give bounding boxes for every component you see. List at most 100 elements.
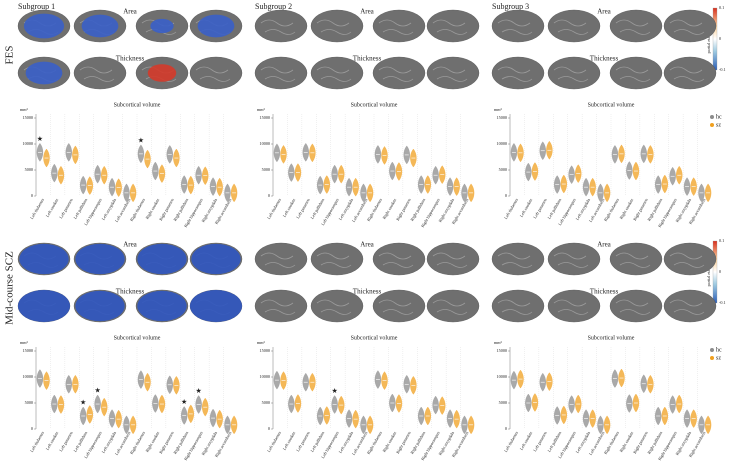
x-tick-label: Left putamen <box>295 430 311 453</box>
y-tick-label: 0 <box>268 193 270 198</box>
brain-map <box>254 9 308 43</box>
y-tick-label: 10000 <box>260 374 270 379</box>
brain-sulci <box>316 66 352 82</box>
brain-map <box>491 289 545 323</box>
brain-sulci <box>553 19 589 35</box>
subgroup-title: Subgroup 3 <box>492 2 529 11</box>
brain-sulci <box>615 19 651 35</box>
x-tick-label: Left caudate <box>282 430 297 451</box>
brain <box>609 242 663 276</box>
brain <box>254 242 308 276</box>
x-tick-label: Left caudate <box>282 197 297 218</box>
brain-map <box>135 9 189 43</box>
brain-map <box>254 289 308 323</box>
legend-swatch <box>710 348 714 352</box>
brain-sulci <box>669 299 705 315</box>
brain-sulci <box>553 299 589 315</box>
colorbar-gradient <box>712 7 718 71</box>
brain-sulci <box>378 66 414 82</box>
x-tick-label: Left putamen <box>295 197 311 220</box>
brain <box>547 56 601 90</box>
brain-map <box>189 9 243 43</box>
brain <box>491 242 545 276</box>
legend-label: sz <box>716 355 721 361</box>
brain-map <box>426 56 480 90</box>
brain <box>547 242 601 276</box>
map-label: Area <box>123 8 137 16</box>
x-tick-label: Right caudate <box>144 430 160 453</box>
x-tick-label: Right caudate <box>618 197 634 220</box>
row-label: FES <box>4 46 16 65</box>
brain-overlay <box>137 290 187 322</box>
significance-star: ★ <box>331 387 337 395</box>
brain <box>73 56 127 90</box>
x-tick-label: Right caudate <box>144 197 160 220</box>
brain-map <box>372 242 426 276</box>
brain <box>609 289 663 323</box>
brain <box>254 56 308 90</box>
significance-star: ★ <box>181 398 187 406</box>
brain <box>372 9 426 43</box>
brain-map <box>426 289 480 323</box>
brain-map <box>663 242 717 276</box>
colorbar-title: partial eta square <box>706 258 711 287</box>
brain-sulci <box>553 252 589 268</box>
brain-map <box>609 56 663 90</box>
x-tick-label: Right caudate <box>381 430 397 453</box>
brain-overlay <box>25 61 63 85</box>
brain-sulci <box>260 299 296 315</box>
y-tick-label: 5000 <box>262 167 270 172</box>
x-tick-label: Left thalamus <box>266 430 282 453</box>
map-label: Thickness <box>353 55 382 63</box>
brain <box>310 56 364 90</box>
brain <box>310 9 364 43</box>
legend-label: hc <box>716 347 722 353</box>
brain <box>663 289 717 323</box>
brain <box>609 9 663 43</box>
brain <box>663 9 717 43</box>
brain-sulci <box>432 252 468 268</box>
brain-map <box>135 56 189 90</box>
brain-map <box>491 56 545 90</box>
y-tick-label: 15000 <box>23 348 33 353</box>
x-tick-label: Left thalamus <box>29 430 45 453</box>
brain <box>372 242 426 276</box>
x-tick-label: Left thalamus <box>503 430 519 453</box>
chart-title: Subcortical volume <box>351 102 398 108</box>
x-tick-label: Right thalamus <box>129 197 146 222</box>
brain-map <box>73 242 127 276</box>
x-tick-label: Left putamen <box>532 197 548 220</box>
brain <box>310 289 364 323</box>
brain-sulci <box>316 19 352 35</box>
brain-sulci <box>195 66 231 82</box>
y-tick-label: 0 <box>505 193 507 198</box>
x-tick-label: Left putamen <box>58 430 74 453</box>
brain-overlay <box>197 14 235 38</box>
colorbar-title: partial eta square <box>706 25 711 54</box>
brain-overlay <box>137 243 187 275</box>
subgroup-title: Subgroup 1 <box>18 2 55 11</box>
y-tick-label: 5000 <box>25 400 33 405</box>
brain-map <box>609 289 663 323</box>
y-tick-label: 5000 <box>25 167 33 172</box>
y-tick-label: 10000 <box>260 141 270 146</box>
legend-swatch <box>710 115 714 119</box>
brain <box>254 289 308 323</box>
brain-sulci <box>497 299 533 315</box>
map-label: Thickness <box>590 288 619 296</box>
brain-map <box>189 56 243 90</box>
x-tick-label: Left thalamus <box>29 197 45 220</box>
chart-title: Subcortical volume <box>351 335 398 341</box>
brain-sulci <box>432 19 468 35</box>
map-label: Thickness <box>116 288 145 296</box>
brain-map <box>310 56 364 90</box>
brain-sulci <box>615 299 651 315</box>
subgroup-title: Subgroup 2 <box>255 2 292 11</box>
y-axis-label: mm³ <box>494 340 503 345</box>
y-axis-label: mm³ <box>494 107 503 112</box>
x-tick-label: Left pallidum <box>546 430 562 453</box>
brain-sulci <box>260 252 296 268</box>
brain-map <box>372 289 426 323</box>
y-tick-label: 15000 <box>260 348 270 353</box>
y-tick-label: 0 <box>31 193 33 198</box>
